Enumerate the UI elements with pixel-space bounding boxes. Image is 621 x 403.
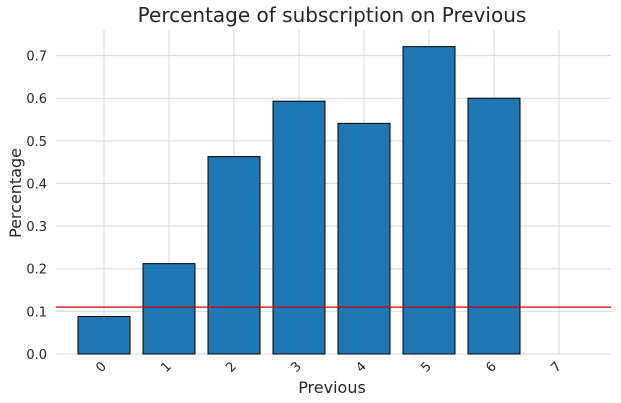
y-axis-label: Percentage xyxy=(6,148,25,238)
y-tick-label: 0.7 xyxy=(26,50,47,65)
y-tick-label: 0.3 xyxy=(26,220,47,235)
x-tick-label: 1 xyxy=(158,359,174,375)
x-tick-label: 5 xyxy=(418,359,434,375)
bar-3 xyxy=(272,100,326,355)
grid-lines xyxy=(56,30,611,355)
y-tick-label: 0.2 xyxy=(26,263,47,278)
bar-1 xyxy=(142,263,196,355)
y-tick-label: 0.5 xyxy=(26,135,47,150)
x-tick-label: 6 xyxy=(483,359,499,375)
bar-0 xyxy=(77,315,131,355)
x-tick-label: 7 xyxy=(548,359,564,375)
x-tick-labels: 0 1 2 3 4 5 6 7 xyxy=(93,359,564,375)
x-tick-label: 0 xyxy=(93,359,109,375)
bar-4 xyxy=(337,122,391,355)
y-tick-label: 0.6 xyxy=(26,92,47,107)
x-tick-label: 4 xyxy=(353,359,369,375)
y-tick-labels: 0.0 0.1 0.2 0.3 0.4 0.5 0.6 0.7 xyxy=(26,50,47,363)
y-tick-label: 0.1 xyxy=(26,305,47,320)
y-tick-label: 0.0 xyxy=(26,348,47,363)
bar-2 xyxy=(207,156,261,355)
x-tick-label: 2 xyxy=(223,359,239,375)
x-tick-label: 3 xyxy=(288,359,304,375)
bars xyxy=(77,46,521,355)
bar-6 xyxy=(467,97,521,355)
bar-5 xyxy=(402,46,456,355)
y-tick-label: 0.4 xyxy=(26,177,47,192)
chart-title: Percentage of subscription on Previous xyxy=(138,3,527,27)
x-axis-label: Previous xyxy=(298,378,366,397)
